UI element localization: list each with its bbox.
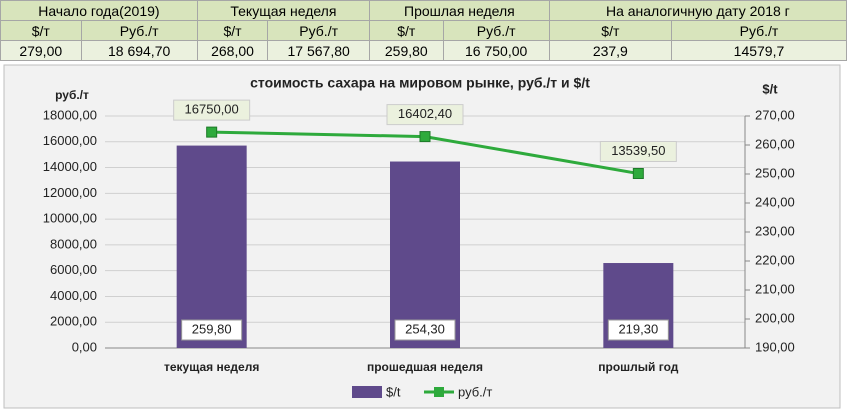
value-cell: 237,9 [548, 40, 672, 61]
bar [390, 161, 460, 348]
y2-tick-label: 270,00 [755, 107, 795, 122]
x-tick-label: прошедшая неделя [367, 360, 483, 374]
line-marker [419, 131, 431, 143]
y2-axis-label: $/t [762, 81, 778, 96]
y2-tick-label: 220,00 [755, 252, 795, 267]
line-label-box [173, 99, 251, 121]
line-marker [206, 126, 218, 138]
y2-tick-label: 210,00 [755, 281, 795, 296]
legend-swatch [434, 387, 444, 397]
unit-cell: $/т [0, 20, 82, 41]
bar-label: 254,30 [405, 321, 445, 336]
y2-tick-label: 230,00 [755, 223, 795, 238]
x-tick-label: прошлый год [598, 360, 679, 374]
chart-title: стоимость сахара на мировом рынке, руб./… [250, 75, 590, 91]
y-tick-label: 18000,00 [43, 107, 97, 122]
y-tick-label: 12000,00 [43, 185, 97, 200]
value-cell: 16 750,00 [442, 40, 550, 61]
header-cell: Текущая неделя [196, 0, 371, 21]
unit-cell: $/т [196, 20, 269, 41]
y-tick-label: 16000,00 [43, 133, 97, 148]
value-cell: 268,00 [196, 40, 269, 61]
legend-swatch [352, 386, 382, 398]
line-label-box [386, 104, 464, 126]
value-cell: 259,80 [369, 40, 444, 61]
unit-cell: Руб./т [80, 20, 198, 41]
bar-label: 259,80 [192, 321, 232, 336]
y2-tick-label: 240,00 [755, 194, 795, 209]
legend-label: $/t [386, 384, 401, 399]
value-cell: 18 694,70 [80, 40, 198, 61]
line-marker [632, 167, 644, 179]
y2-tick-label: 200,00 [755, 310, 795, 325]
line-label: 16750,00 [185, 102, 239, 117]
y2-tick-label: 250,00 [755, 165, 795, 180]
data-row: 279,00 18 694,70 268,00 17 567,80 259,80 16 7… [0, 40, 847, 61]
value-cell: 17 567,80 [267, 40, 371, 61]
y-tick-label: 2000,00 [50, 314, 97, 329]
x-tick-label: текущая неделя [164, 360, 259, 374]
bar-label-box [394, 319, 456, 341]
bar-label-box [181, 319, 243, 341]
price-table: Начало года(2019) Текущая неделя Прошлая н… [0, 0, 847, 61]
line-label-box [599, 140, 677, 162]
line-label: 13539,50 [611, 143, 665, 158]
y-tick-label: 6000,00 [50, 262, 97, 277]
y-axis-label: руб./т [55, 88, 89, 102]
bar-label-box [607, 319, 669, 341]
header-cell: Начало года(2019) [0, 0, 198, 21]
header-cell: Прошлая неделя [369, 0, 550, 21]
y2-tick-label: 260,00 [755, 136, 795, 151]
y-tick-label: 14000,00 [43, 159, 97, 174]
legend-label: руб./т [458, 384, 492, 399]
header-row: Начало года(2019) Текущая неделя Прошлая н… [0, 0, 847, 21]
line-label: 16402,40 [398, 106, 452, 121]
y-tick-label: 8000,00 [50, 236, 97, 251]
bar-label: 219,30 [618, 321, 658, 336]
y-tick-label: 0,00 [72, 339, 97, 354]
unit-cell: $/т [548, 20, 672, 41]
value-cell: 279,00 [0, 40, 82, 61]
y-tick-label: 10000,00 [43, 211, 97, 226]
bar [176, 145, 247, 348]
y-tick-label: 4000,00 [50, 288, 97, 303]
y2-tick-label: 190,00 [755, 339, 795, 354]
unit-cell: $/т [369, 20, 444, 41]
value-cell: 14579,7 [670, 40, 847, 61]
